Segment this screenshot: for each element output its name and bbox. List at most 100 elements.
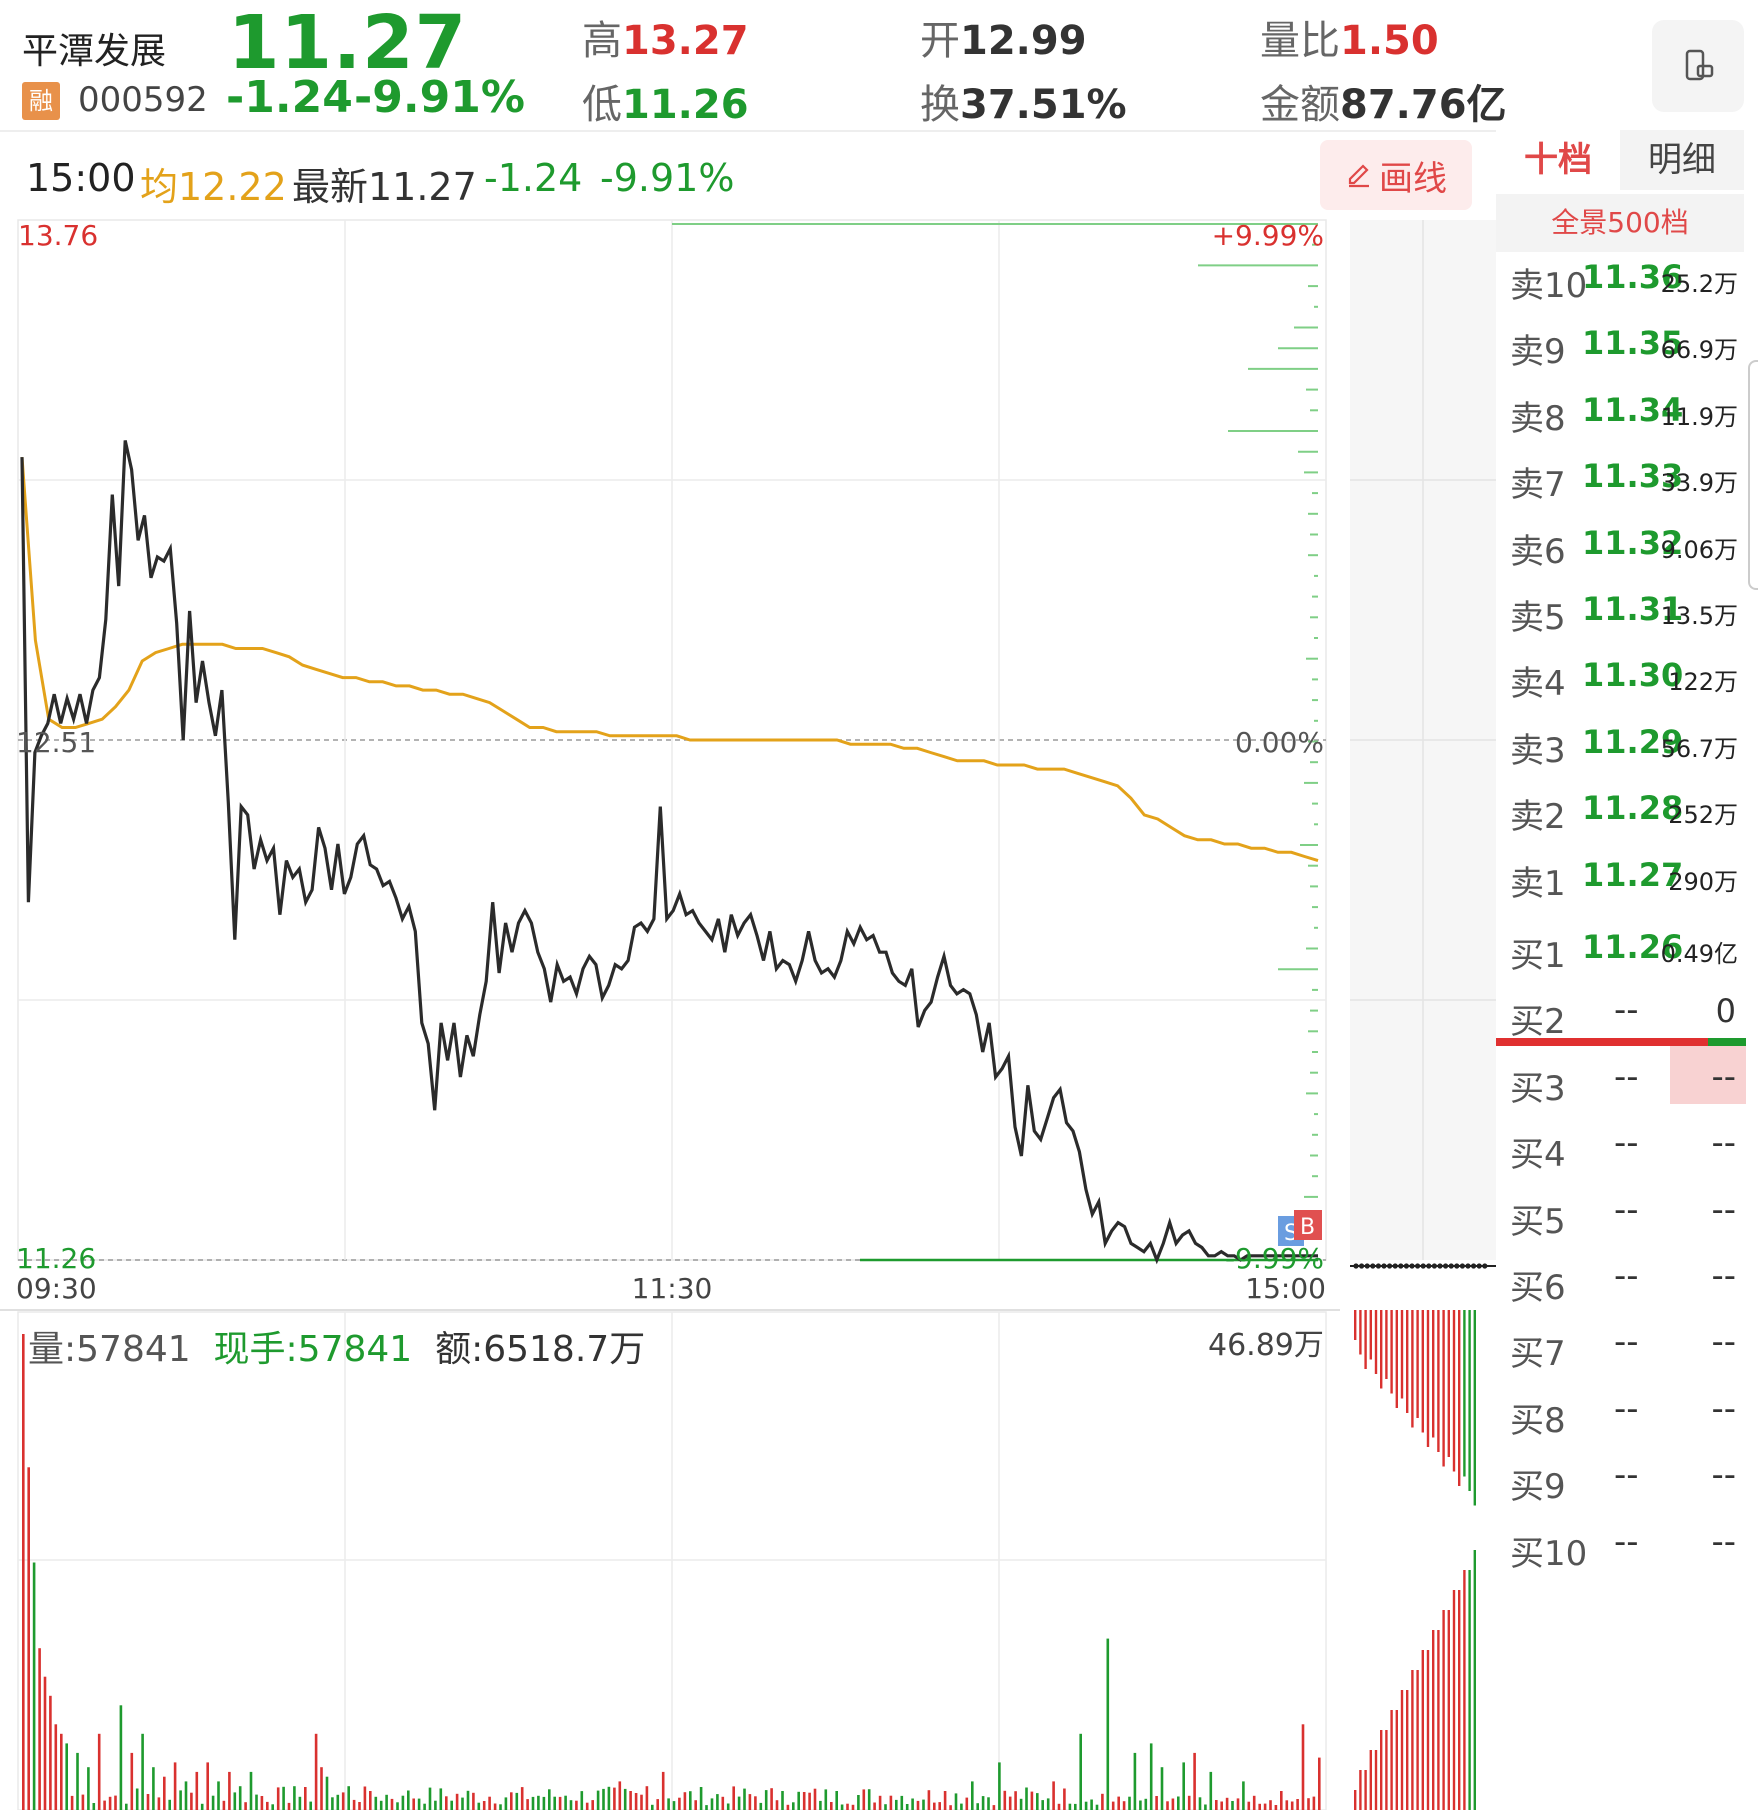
level-volume: -- — [1711, 1189, 1736, 1230]
draw-line-button[interactable]: 画线 — [1320, 140, 1472, 210]
sell-level-row[interactable]: 卖9 11.35 66.9万 — [1496, 312, 1746, 376]
stat-low: 低11.26 — [582, 72, 749, 130]
sell-level-row[interactable]: 卖6 11.32 9.06万 — [1496, 512, 1746, 576]
volume-bar — [927, 1790, 931, 1810]
volume-bar — [808, 1792, 811, 1810]
volume-bar — [1215, 1800, 1218, 1810]
depth-sell-bar — [1364, 1310, 1367, 1369]
volume-bar — [1068, 1803, 1072, 1810]
volume-bar — [1166, 1801, 1169, 1810]
intraday-price-chart[interactable]: 13.76 12.51 11.26 +9.99% 0.00% -9.99% 09… — [0, 210, 1340, 1308]
pct-bottom-label: -9.99% — [1225, 1242, 1324, 1275]
panel-scroll-handle[interactable] — [1748, 360, 1758, 590]
rotate-screen-button[interactable] — [1652, 20, 1744, 112]
volume-bar — [222, 1800, 226, 1810]
volume-bar — [520, 1787, 524, 1810]
buy-level-row[interactable]: 买5 -- -- — [1496, 1182, 1746, 1246]
volume-bar — [255, 1794, 258, 1810]
trade-markers[interactable]: S B — [1278, 1210, 1322, 1246]
volume-bar — [168, 1799, 171, 1810]
buy-level-row[interactable]: 买7 -- -- — [1496, 1314, 1746, 1378]
volume-bar — [238, 1786, 242, 1810]
sell-level-row[interactable]: 卖10 11.36 25.2万 — [1496, 246, 1746, 310]
depth-mini-chart — [1350, 220, 1496, 1810]
volume-bar — [1231, 1801, 1234, 1810]
volume-bar — [1155, 1796, 1158, 1810]
volume-bar — [374, 1796, 378, 1810]
bid-ask-ratio-bar — [1496, 1038, 1746, 1046]
depth-buy-bar — [1437, 1630, 1440, 1810]
stat-high: 高13.27 — [582, 8, 749, 66]
volume-bar — [434, 1800, 437, 1810]
volume-bar — [249, 1771, 253, 1810]
volume-bar — [314, 1733, 318, 1810]
volume-bar — [130, 1752, 134, 1810]
volume-bar — [1252, 1795, 1256, 1810]
volume-bar — [862, 1789, 866, 1810]
volume-bar — [629, 1791, 632, 1810]
sell-level-row[interactable]: 卖1 11.27 290万 — [1496, 844, 1746, 908]
buy-marker[interactable] — [1294, 1210, 1322, 1240]
volume-bar — [461, 1797, 464, 1810]
level-label: 买4 — [1510, 1135, 1566, 1176]
volume-bar — [1095, 1804, 1099, 1810]
level-volume: 25.2万 — [1660, 270, 1738, 298]
volume-bar — [276, 1787, 280, 1810]
panorama-500-button[interactable]: 全景500档 — [1496, 194, 1744, 252]
sell-level-row[interactable]: 卖3 11.29 56.7万 — [1496, 711, 1746, 775]
volume-bar — [683, 1792, 687, 1810]
buy-level-row[interactable]: 买1 11.26 0.49亿 — [1496, 916, 1746, 980]
volume-bar — [998, 1762, 1001, 1810]
volume-bar — [379, 1800, 383, 1810]
depth-buy-bar — [1369, 1750, 1372, 1810]
level-price: 11.36 — [1582, 258, 1684, 296]
sell-level-row[interactable]: 卖2 11.28 252万 — [1496, 777, 1746, 841]
stock-code: 000592 — [78, 80, 208, 120]
buy-level-row[interactable]: 买2 -- 0 — [1496, 982, 1746, 1046]
sell-level-row[interactable]: 卖8 11.34 11.9万 — [1496, 379, 1746, 443]
volume-bar — [651, 1804, 654, 1810]
stat-high-value: 13.27 — [622, 18, 749, 64]
volume-bar — [672, 1801, 676, 1810]
volume-bar — [450, 1800, 453, 1810]
volume-bar — [125, 1803, 128, 1810]
price-change: -1.24 — [226, 72, 353, 123]
level-volume: 290万 — [1668, 867, 1738, 896]
volume-bar — [179, 1790, 182, 1810]
time-end-label: 15:00 — [1245, 1272, 1326, 1305]
level-volume: -- — [1711, 1388, 1736, 1429]
y-axis-bottom-label: 11.26 — [16, 1242, 96, 1275]
volume-bar — [743, 1788, 746, 1810]
average-price-line — [20, 456, 1319, 863]
volume-bar — [1307, 1798, 1310, 1810]
depth-buy-bar — [1406, 1690, 1409, 1810]
tab-ten-levels[interactable]: 十档 — [1496, 130, 1620, 190]
volume-bar — [526, 1799, 529, 1810]
buy1-volume-highlight — [1670, 1046, 1746, 1104]
volume-bar — [640, 1794, 643, 1810]
volume-bar — [146, 1794, 150, 1810]
buy-level-row[interactable]: 买3 -- -- — [1496, 1049, 1746, 1113]
stat-open-label: 开 — [920, 18, 960, 64]
volume-bar — [916, 1800, 920, 1810]
buy-level-row[interactable]: 买10 -- -- — [1496, 1514, 1746, 1578]
tab-detail[interactable]: 明细 — [1620, 130, 1744, 190]
volume-bar — [119, 1705, 123, 1810]
volume-bar — [689, 1791, 692, 1810]
level-price: 11.34 — [1582, 390, 1684, 429]
volume-bar — [933, 1802, 936, 1810]
volume-chart[interactable] — [0, 1308, 1340, 1810]
buy-level-row[interactable]: 买9 -- -- — [1496, 1447, 1746, 1511]
depth-buy-bar — [1400, 1690, 1404, 1810]
buy-level-row[interactable]: 买4 -- -- — [1496, 1115, 1746, 1179]
buy-level-row[interactable]: 买8 -- -- — [1496, 1381, 1746, 1445]
sell-level-row[interactable]: 卖7 11.33 33.9万 — [1496, 445, 1746, 509]
sell-level-row[interactable]: 卖4 11.30 122万 — [1496, 644, 1746, 708]
depth-buy-bar — [1416, 1670, 1419, 1810]
depth-volume-bars — [1354, 1310, 1476, 1810]
buy-level-row[interactable]: 买6 -- -- — [1496, 1248, 1746, 1312]
sell-level-row[interactable]: 卖5 11.31 13.5万 — [1496, 578, 1746, 642]
volume-bar — [81, 1794, 85, 1810]
volume-bar — [428, 1787, 432, 1810]
volume-bar — [764, 1790, 768, 1810]
